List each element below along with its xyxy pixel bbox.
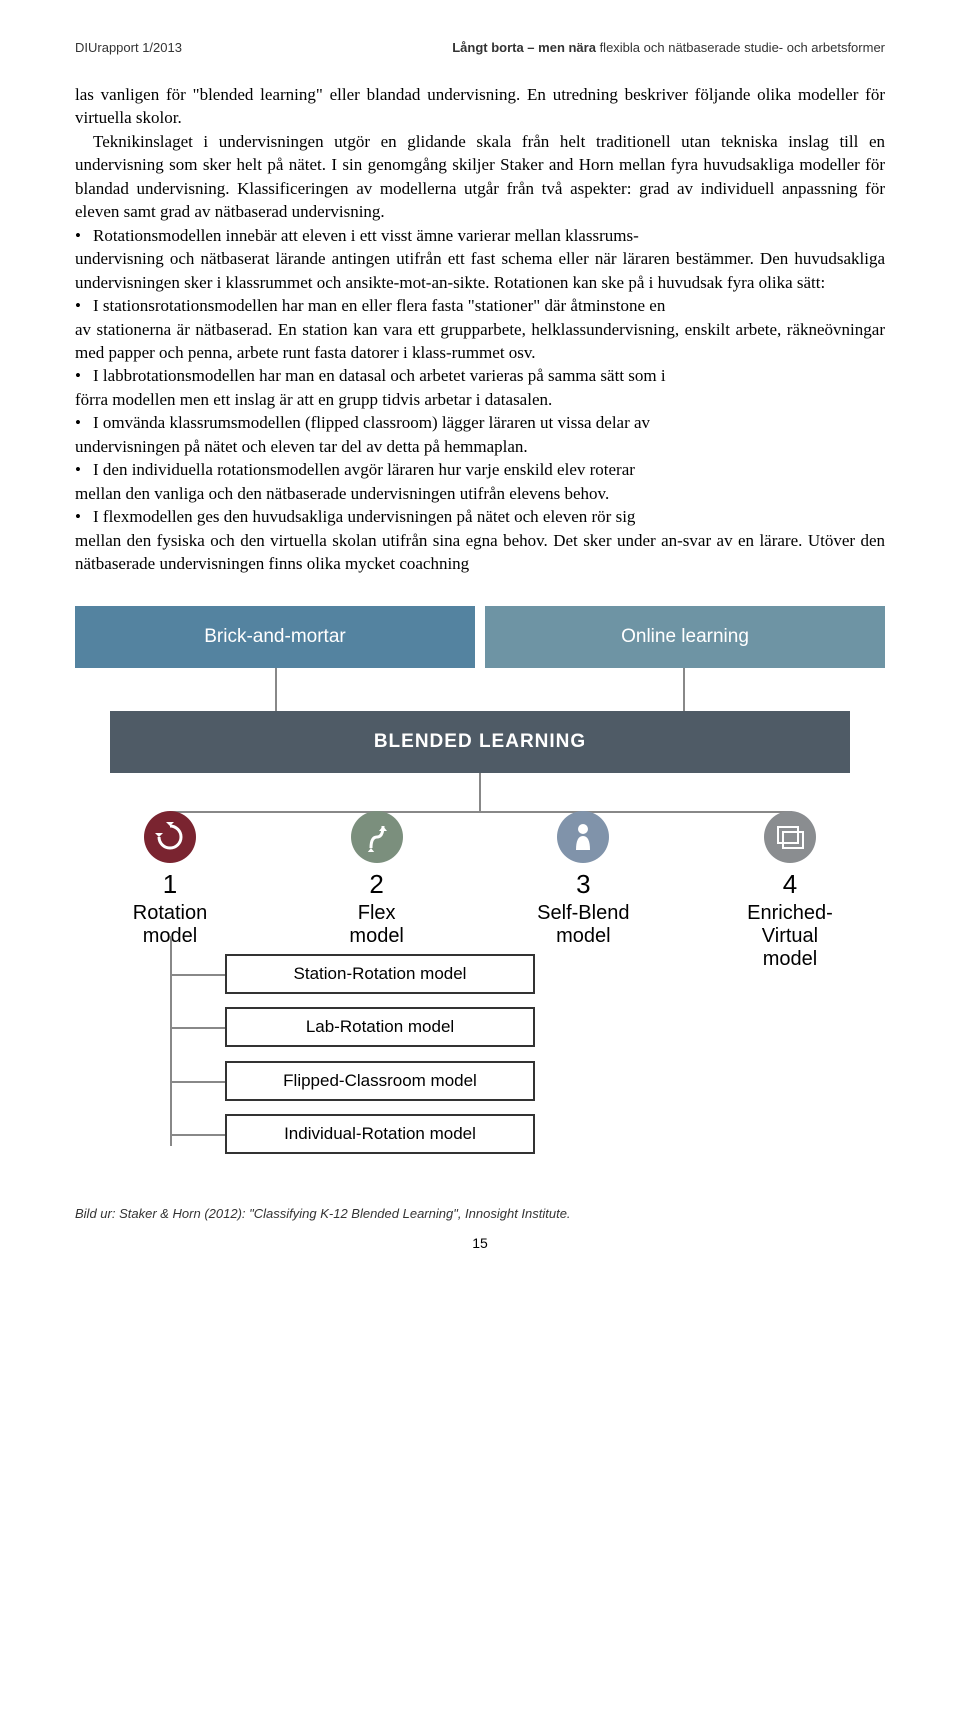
flex-icon xyxy=(351,811,403,863)
header-title-bold: Långt borta – men nära xyxy=(452,40,596,55)
self-blend-icon xyxy=(557,811,609,863)
bullet-6-line1: •I flexmodellen ges den huvudsakliga und… xyxy=(75,505,885,528)
header-title-rest: flexibla och nätbaserade studie- och arb… xyxy=(596,40,885,55)
model-flex: 2 Flex model xyxy=(282,811,472,971)
connector xyxy=(479,773,481,811)
top-bars: Brick-and-mortar Online learning xyxy=(75,606,885,668)
models-row: 1 Rotation model 2 Flex model 3 Self-Ble… xyxy=(75,811,885,971)
model-number: 3 xyxy=(488,869,678,900)
connector xyxy=(683,668,685,711)
bullet-1-line1: •Rotationsmodellen innebär att eleven i … xyxy=(75,224,885,247)
para-2: Teknikinslaget i undervisningen utgör en… xyxy=(75,130,885,224)
page-header: DIUrapport 1/2013 Långt borta – men nära… xyxy=(75,40,885,55)
connector xyxy=(170,974,225,976)
bullet-1-cont: undervisning och nätbaserat lärande anti… xyxy=(75,247,885,294)
sub-station-rotation: Station-Rotation model xyxy=(225,954,535,994)
figure-caption: Bild ur: Staker & Horn (2012): "Classify… xyxy=(75,1206,885,1221)
model-enriched-virtual: 4 Enriched- Virtual model xyxy=(695,811,885,971)
body-text: las vanligen för "blended learning" elle… xyxy=(75,83,885,576)
connector xyxy=(275,668,277,711)
connector xyxy=(170,1027,225,1029)
model-label: Flex model xyxy=(282,902,472,948)
header-right: Långt borta – men nära flexibla och nätb… xyxy=(452,40,885,55)
page-number: 15 xyxy=(75,1235,885,1251)
connector xyxy=(170,1134,225,1136)
bullet-2-line1: •I stationsrotationsmodellen har man en … xyxy=(75,294,885,317)
rotation-icon xyxy=(144,811,196,863)
header-left: DIUrapport 1/2013 xyxy=(75,40,182,55)
bar-online-learning: Online learning xyxy=(485,606,885,668)
para-1: las vanligen för "blended learning" elle… xyxy=(75,83,885,130)
connector xyxy=(170,936,172,1146)
bullet-4-cont: undervisningen på nätet och eleven tar d… xyxy=(75,435,885,458)
bullet-4-line1: •I omvända klassrumsmodellen (flipped cl… xyxy=(75,411,885,434)
bullet-3-line1: •I labbrotationsmodellen har man en data… xyxy=(75,364,885,387)
sub-flipped-classroom: Flipped-Classroom model xyxy=(225,1061,535,1101)
model-number: 2 xyxy=(282,869,472,900)
model-label: Self-Blend model xyxy=(488,902,678,948)
model-self-blend: 3 Self-Blend model xyxy=(488,811,678,971)
model-number: 1 xyxy=(75,869,265,900)
blended-band: BLENDED LEARNING xyxy=(110,711,850,773)
sub-lab-rotation: Lab-Rotation model xyxy=(225,1007,535,1047)
bar-brick-and-mortar: Brick-and-mortar xyxy=(75,606,475,668)
bullet-2-cont: av stationerna är nätbaserad. En station… xyxy=(75,318,885,365)
enriched-virtual-icon xyxy=(764,811,816,863)
bullet-6-cont: mellan den fysiska och den virtuella sko… xyxy=(75,529,885,576)
bullet-5-line1: •I den individuella rotationsmodellen av… xyxy=(75,458,885,481)
bullet-5-cont: mellan den vanliga och den nätbaserade u… xyxy=(75,482,885,505)
bullet-3-cont: förra modellen men ett inslag är att en … xyxy=(75,388,885,411)
model-label: Enriched- Virtual model xyxy=(695,902,885,971)
model-number: 4 xyxy=(695,869,885,900)
connector xyxy=(170,1081,225,1083)
sub-individual-rotation: Individual-Rotation model xyxy=(225,1114,535,1154)
blended-learning-diagram: Brick-and-mortar Online learning BLENDED… xyxy=(75,606,885,1186)
